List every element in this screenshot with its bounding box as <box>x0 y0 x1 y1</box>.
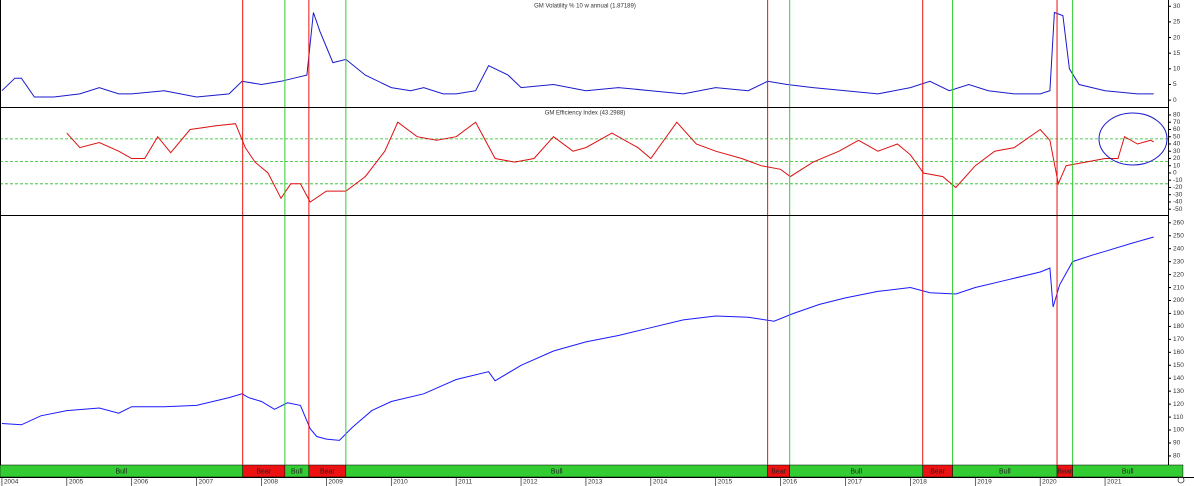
x-tick-label: 2007 <box>199 479 214 486</box>
x-tick-label: 2014 <box>653 479 668 486</box>
x-tick-label: 2016 <box>783 479 798 486</box>
y-tick-label: 5 <box>1173 81 1177 88</box>
regime-label: Bear <box>930 468 945 475</box>
x-tick-label: 2008 <box>264 479 279 486</box>
y-tick-label: 260 <box>1173 219 1184 226</box>
x-tick-label: 2017 <box>848 479 863 486</box>
panel-title: GM Volatility % 10 w annual (1.87189) <box>534 4 636 10</box>
regime-label: Bull <box>850 468 862 475</box>
x-tick-label: 2013 <box>588 479 603 486</box>
regime-label: Bull <box>551 468 563 475</box>
y-tick-label: 0 <box>1173 97 1177 104</box>
y-tick-label: 100 <box>1173 427 1184 434</box>
y-tick-label: 70 <box>1173 119 1181 126</box>
y-tick-label: 25 <box>1173 19 1181 26</box>
y-tick-label: 200 <box>1173 297 1184 304</box>
regime-label: Bear <box>256 468 271 475</box>
y-tick-label: 150 <box>1173 362 1184 369</box>
x-tick-label: 2019 <box>977 479 992 486</box>
x-tick-label: 2012 <box>523 479 538 486</box>
y-tick-label: 180 <box>1173 323 1184 330</box>
regime-label: Bear <box>320 468 335 475</box>
y-tick-label: -40 <box>1173 199 1183 206</box>
regime-label: Bull <box>999 468 1011 475</box>
y-tick-label: -10 <box>1173 177 1183 184</box>
y-tick-label: 50 <box>1173 133 1181 140</box>
y-tick-label: 130 <box>1173 388 1184 395</box>
x-tick-label: 2015 <box>718 479 733 486</box>
y-tick-label: 170 <box>1173 336 1184 343</box>
y-tick-label: 80 <box>1173 112 1181 119</box>
y-tick-label: 240 <box>1173 245 1184 252</box>
y-tick-label: 190 <box>1173 310 1184 317</box>
y-tick-label: 220 <box>1173 271 1184 278</box>
x-tick-label: 2011 <box>458 479 472 486</box>
highlight-circle <box>1098 112 1168 166</box>
data-line <box>1 11 1154 98</box>
x-tick-label: 2020 <box>1042 479 1057 486</box>
panel-title: GM Efficiency Index (43.2988) <box>545 111 626 117</box>
y-tick-label: 250 <box>1173 232 1184 239</box>
y-tick-label: -30 <box>1173 191 1183 198</box>
y-tick-label: 230 <box>1173 258 1184 265</box>
y-tick-label: 0 <box>1173 170 1177 177</box>
regime-label: Bull <box>291 468 303 475</box>
y-tick-label: 30 <box>1173 148 1181 155</box>
y-tick-label: -50 <box>1173 206 1183 213</box>
y-tick-label: 15 <box>1173 50 1181 57</box>
y-tick-label: 160 <box>1173 349 1184 356</box>
x-tick-label: 2004 <box>4 479 19 486</box>
x-tick-label: 2006 <box>134 479 149 486</box>
data-line <box>66 121 1154 203</box>
y-tick-label: 110 <box>1173 414 1184 421</box>
y-tick-label: 90 <box>1173 440 1181 447</box>
y-tick-label: 30 <box>1173 3 1181 10</box>
zoom-icon[interactable] <box>1177 476 1185 484</box>
x-tick-label: 2009 <box>328 479 343 486</box>
y-tick-label: 80 <box>1173 453 1181 460</box>
y-tick-label: 20 <box>1173 34 1181 41</box>
y-tick-label: 60 <box>1173 126 1181 133</box>
regime-label: Bear <box>1057 468 1072 475</box>
y-tick-label: 10 <box>1173 66 1181 73</box>
y-tick-label: 120 <box>1173 401 1184 408</box>
regime-label: Bull <box>115 468 127 475</box>
y-tick-label: -20 <box>1173 184 1183 191</box>
data-line <box>1 236 1154 441</box>
y-tick-label: 40 <box>1173 141 1181 148</box>
x-tick-label: 2018 <box>912 479 927 486</box>
y-tick-label: 210 <box>1173 284 1184 291</box>
regime-label: Bull <box>1122 468 1134 475</box>
y-tick-label: 140 <box>1173 375 1184 382</box>
regime-label: Bear <box>771 468 786 475</box>
x-tick-label: 2010 <box>393 479 408 486</box>
x-tick-label: 2005 <box>69 479 84 486</box>
x-tick-label: 2021 <box>1107 479 1122 486</box>
y-tick-label: 10 <box>1173 162 1181 169</box>
y-tick-label: 20 <box>1173 155 1181 162</box>
